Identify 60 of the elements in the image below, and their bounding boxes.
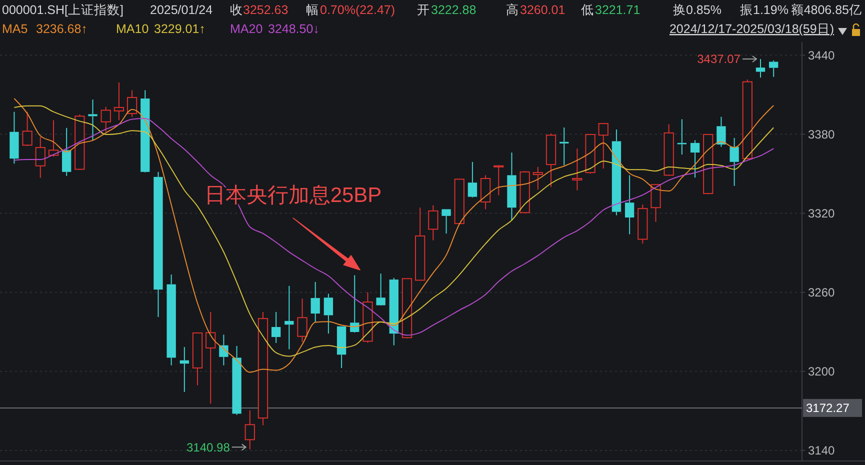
text: 3222.88 bbox=[431, 3, 476, 17]
y-tick-label: 3380 bbox=[808, 127, 836, 142]
text: MA20 bbox=[230, 22, 263, 36]
candlestick bbox=[560, 127, 569, 166]
y-tick-label: 3200 bbox=[808, 364, 836, 379]
candlestick bbox=[690, 140, 700, 178]
text: 2025/01/24 bbox=[150, 3, 213, 17]
text: 3221.71 bbox=[595, 3, 640, 17]
text: 额4806.85亿 bbox=[790, 3, 862, 17]
candlestick bbox=[88, 99, 98, 141]
text: 3248.50↓ bbox=[268, 22, 320, 36]
candlestick bbox=[140, 90, 150, 172]
annotation: 3437.07 bbox=[697, 52, 741, 66]
y-tick-label: 3140 bbox=[808, 444, 836, 458]
y-tick-label: 3320 bbox=[808, 206, 836, 220]
candlestick bbox=[572, 148, 582, 191]
candlestick bbox=[62, 127, 72, 176]
candlestick bbox=[310, 281, 320, 322]
text: 3252.63 bbox=[243, 3, 288, 17]
candlestick bbox=[219, 334, 228, 366]
candlestick bbox=[10, 111, 19, 164]
candlestick bbox=[507, 152, 516, 221]
y-tick-label: 3440 bbox=[808, 48, 836, 62]
candlestick bbox=[624, 174, 634, 235]
text: MA5 bbox=[2, 22, 28, 36]
candlestick bbox=[324, 293, 334, 334]
candlestick bbox=[716, 116, 726, 148]
candlestick bbox=[126, 90, 138, 118]
candlestick bbox=[480, 174, 491, 210]
text: 收 bbox=[230, 3, 243, 17]
candlestick bbox=[166, 274, 176, 366]
candlestick bbox=[271, 311, 281, 344]
chart-title: 000001.SH[上证指数] bbox=[2, 3, 124, 17]
candlestick bbox=[35, 136, 46, 178]
candlestick bbox=[206, 311, 216, 404]
ref-line-label: 3172.27 bbox=[806, 401, 850, 416]
text: 3229.01↑ bbox=[154, 22, 206, 36]
annotation: 3140.98 bbox=[186, 440, 230, 454]
candlestick bbox=[114, 82, 124, 121]
candlestick bbox=[756, 58, 766, 78]
candlestick bbox=[284, 285, 294, 350]
candlestick bbox=[730, 137, 739, 186]
text: 幅 bbox=[306, 3, 319, 17]
candlestick bbox=[232, 345, 242, 416]
candlestick bbox=[769, 60, 778, 78]
text: 3236.68↑ bbox=[36, 22, 88, 36]
text: 开 bbox=[417, 3, 430, 17]
text: 振1.19% bbox=[740, 3, 788, 17]
text: 3260.01 bbox=[520, 3, 566, 17]
chart-subtitle: 2024/12/17-2025/03/18(59日) bbox=[669, 22, 834, 36]
text: 高 bbox=[506, 2, 519, 17]
text: 低 bbox=[581, 3, 594, 17]
candlestick bbox=[154, 171, 163, 318]
y-tick-label: 3260 bbox=[808, 286, 836, 300]
text: 0.70%(22.47) bbox=[320, 3, 396, 17]
text: 换0.85% bbox=[673, 3, 722, 17]
text: MA10 bbox=[116, 22, 149, 36]
candlestick bbox=[258, 311, 268, 426]
candlestick bbox=[244, 410, 255, 450]
candlestick bbox=[612, 128, 622, 216]
